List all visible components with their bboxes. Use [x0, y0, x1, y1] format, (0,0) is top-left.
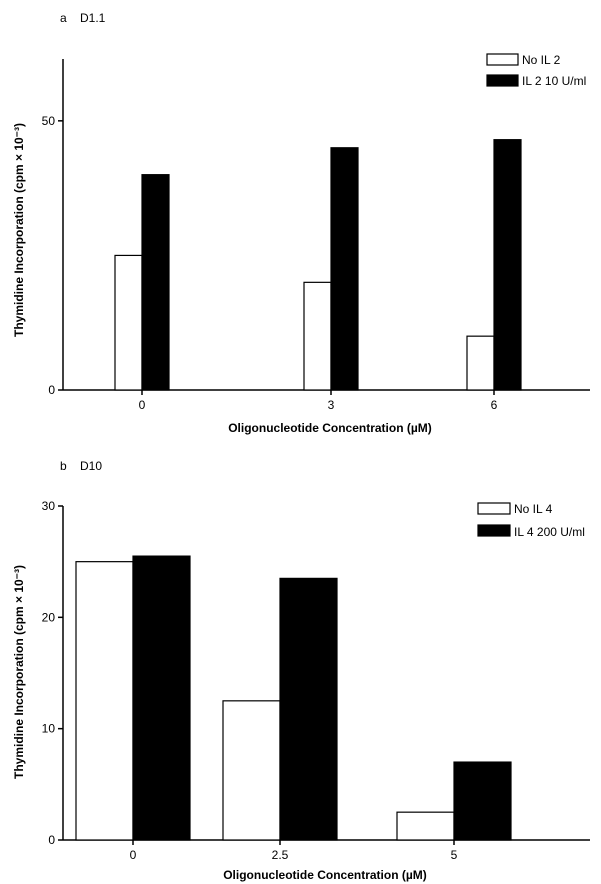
panel-a-bar-control-6 [466, 335, 495, 391]
panel-a-letter: a [60, 11, 67, 25]
panel-b-legend: No IL 4 IL 4 200 U/ml [477, 502, 585, 539]
panel-b-y-tick-label: 20 [42, 610, 56, 624]
panel-b-bar-control-5 [396, 811, 455, 841]
panel-a-legend: No IL 2 IL 2 10 U/ml [486, 53, 586, 88]
panel-a-bar-cytokine-6 [493, 139, 522, 391]
panel-b-bar-cytokine-0 [132, 555, 191, 841]
chart-panel-b: b D10 Thymidine Incorporation (cpm × 10⁻… [12, 459, 590, 882]
panel-b-y-tick-label: 0 [48, 833, 55, 847]
panel-b-bar-cytokine-5 [453, 761, 512, 841]
legend-label-il4: IL 4 200 U/ml [514, 525, 585, 539]
panel-b-letter: b [60, 459, 67, 473]
legend-swatch-il4 [477, 524, 511, 537]
panel-a-y-axis-label: Thymidine Incorporation (cpm × 10⁻³) [12, 123, 26, 337]
legend-label-no-il2: No IL 2 [522, 53, 561, 67]
panel-b-bar-control-0 [75, 561, 134, 841]
panel-a-y-tick-label: 50 [42, 114, 56, 128]
panel-b-title: D10 [80, 459, 102, 473]
panel-b-x-ticks: 0 2.5 5 [130, 840, 458, 862]
panel-a-y-tick-label: 0 [48, 383, 55, 397]
legend-label-il2: IL 2 10 U/ml [522, 74, 586, 88]
panel-a-title: D1.1 [80, 11, 106, 25]
panel-a-bar-control-3 [303, 281, 332, 391]
panel-b-bars [75, 555, 512, 841]
panel-b-x-tick-label: 2.5 [272, 848, 289, 862]
panel-a-x-tick-label: 3 [328, 398, 335, 412]
legend-swatch-no-il2 [486, 53, 519, 66]
panel-b-x-axis-label: Oligonucleotide Concentration (µM) [223, 868, 427, 882]
panel-a-bar-cytokine-0 [141, 174, 170, 391]
panel-a-bar-control-0 [114, 254, 143, 391]
panel-b-y-ticks: 0 10 20 30 [42, 499, 63, 847]
panel-b-y-tick-label: 30 [42, 499, 56, 513]
legend-swatch-no-il4 [477, 502, 511, 515]
panel-b-bar-control-2.5 [222, 700, 281, 841]
panel-a-x-tick-label: 0 [139, 398, 146, 412]
chart-panel-a: a D1.1 Thymidine Incorporation (cpm × 10… [12, 11, 590, 435]
panel-a-x-tick-label: 6 [491, 398, 498, 412]
panel-a-x-ticks: 0 3 6 [139, 390, 498, 412]
legend-label-no-il4: No IL 4 [514, 502, 553, 516]
legend-swatch-il2 [486, 74, 519, 87]
panel-a-y-ticks: 0 50 [42, 114, 63, 397]
panel-b-x-tick-label: 5 [451, 848, 458, 862]
panel-a-bar-cytokine-3 [330, 147, 359, 391]
panel-b-y-tick-label: 10 [42, 722, 56, 736]
panel-b-bar-cytokine-2.5 [279, 577, 338, 841]
panel-a-bars [114, 139, 522, 391]
panel-b-y-axis-label: Thymidine Incorporation (cpm × 10⁻³) [12, 565, 26, 779]
panel-b-x-tick-label: 0 [130, 848, 137, 862]
panel-a-x-axis-label: Oligonucleotide Concentration (µM) [228, 421, 432, 435]
